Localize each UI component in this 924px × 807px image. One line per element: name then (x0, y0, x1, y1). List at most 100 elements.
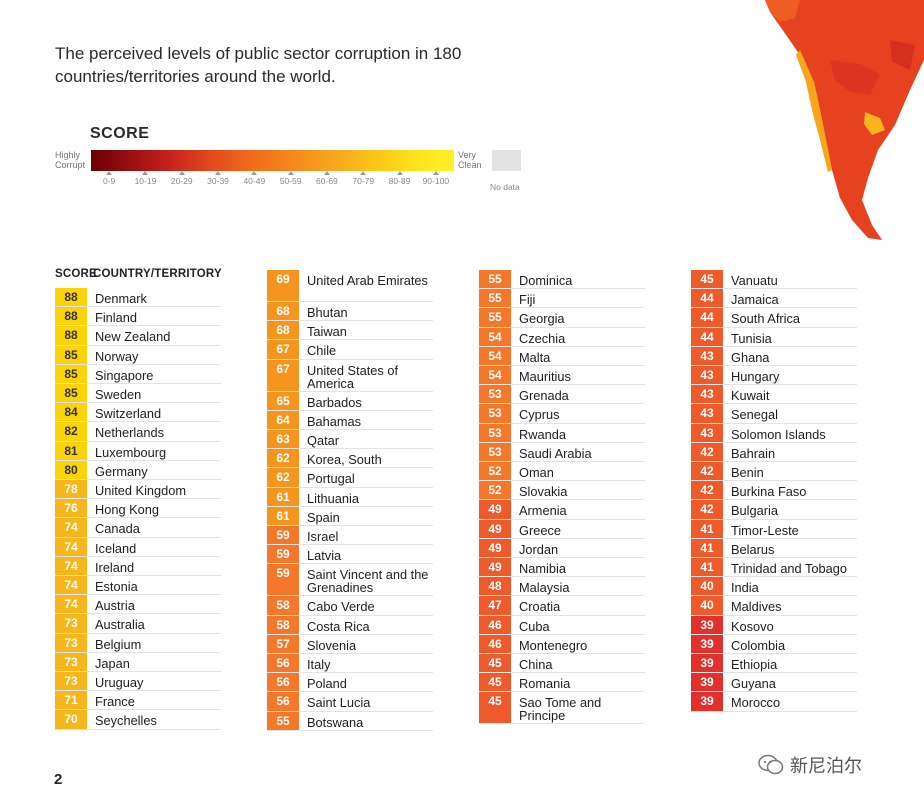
table-row: 46 Cuba (479, 615, 645, 635)
score-cell: 61 (267, 487, 299, 506)
score-cell: 40 (691, 577, 723, 596)
legend-no-data-label: No data (490, 182, 520, 192)
country-name: Solomon Islands (731, 426, 826, 442)
table-row: 44 South Africa (691, 308, 857, 328)
country-name: Spain (307, 509, 340, 525)
score-cell: 39 (691, 692, 723, 711)
score-cell: 52 (479, 481, 511, 500)
table-row: 74 Austria (55, 595, 221, 615)
score-cell: 73 (55, 614, 87, 633)
country-name: Australia (95, 617, 145, 633)
country-name: Barbados (307, 394, 362, 410)
country-name: Saint Lucia (307, 695, 371, 711)
table-row: 88 New Zealand (55, 326, 221, 346)
country-name: Poland (307, 676, 347, 692)
table-row: 43 Solomon Islands (691, 423, 857, 443)
country-name: Bhutan (307, 305, 348, 320)
table-row: 67 Chile (267, 340, 433, 360)
country-name: Fiji (519, 292, 536, 308)
table-row: 62 Korea, South (267, 449, 433, 469)
legend-ranges: 0-9 10-19 20-29 30-39 40-49 50-59 60-69 … (91, 171, 454, 192)
score-cell: 80 (55, 460, 87, 479)
table-row: 53 Grenada (479, 385, 645, 405)
score-cell: 88 (55, 288, 87, 307)
country-name: Saudi Arabia (519, 445, 592, 461)
score-cell: 62 (267, 449, 299, 468)
table-row: 42 Benin (691, 462, 857, 482)
score-cell: 44 (691, 289, 723, 308)
score-cell: 65 (267, 391, 299, 410)
table-row: 56 Saint Lucia (267, 692, 433, 712)
score-cell: 56 (267, 654, 299, 673)
table-row: 49 Namibia (479, 558, 645, 578)
score-cell: 45 (479, 654, 511, 673)
score-cell: 55 (479, 289, 511, 308)
score-cell: 42 (691, 442, 723, 461)
table-row: 43 Senegal (691, 404, 857, 424)
legend-range: 60-69 (309, 171, 345, 192)
country-name: Slovenia (307, 637, 357, 653)
score-cell: 43 (691, 346, 723, 365)
score-cell: 42 (691, 462, 723, 481)
country-name: Czechia (519, 330, 566, 346)
score-cell: 73 (55, 633, 87, 652)
table-row: 43 Ghana (691, 346, 857, 366)
table-row: 41 Trinidad and Tobago (691, 558, 857, 578)
page-number: 2 (54, 771, 63, 788)
score-cell: 46 (479, 615, 511, 634)
table-row: 42 Bulgaria (691, 500, 857, 520)
legend-range: 80-89 (381, 171, 417, 192)
country-name: Korea, South (307, 452, 382, 468)
score-cell: 59 (267, 526, 299, 545)
country-name: United Arab Emirates (307, 273, 428, 288)
score-cell: 82 (55, 422, 87, 441)
country-name: Tunisia (731, 330, 772, 346)
score-cell: 67 (267, 359, 299, 391)
legend-range: 90-100 (418, 171, 454, 192)
table-row: 73 Japan (55, 652, 221, 672)
country-name: Vanuatu (731, 273, 778, 288)
legend-range: 10-19 (127, 171, 163, 192)
score-cell: 74 (55, 518, 87, 537)
table-row: 58 Costa Rica (267, 615, 433, 635)
score-cell: 70 (55, 710, 87, 729)
score-cell: 39 (691, 634, 723, 653)
score-cell: 73 (55, 672, 87, 691)
country-name: Finland (95, 310, 137, 326)
map-south-america (765, 0, 924, 240)
country-name: Burkina Faso (731, 484, 807, 500)
table-row: 43 Hungary (691, 366, 857, 386)
score-cell: 41 (691, 519, 723, 538)
intro-text: The perceived levels of public sector co… (55, 44, 462, 86)
table-row: 48 Malaysia (479, 577, 645, 597)
table-row: 88 Denmark (55, 288, 221, 308)
header-score: SCORE (55, 268, 97, 280)
score-cell: 76 (55, 499, 87, 518)
score-cell: 78 (55, 480, 87, 499)
table-row: 49 Greece (479, 519, 645, 539)
score-cell: 47 (479, 596, 511, 615)
country-name: Cyprus (519, 407, 560, 423)
table-row: 49 Jordan (479, 538, 645, 558)
table-row: 59 Israel (267, 526, 433, 546)
country-name: South Africa (731, 311, 801, 327)
table-row: 44 Tunisia (691, 327, 857, 347)
country-name: China (519, 657, 553, 672)
country-name: Cabo Verde (307, 599, 375, 615)
country-name: Switzerland (95, 406, 162, 422)
score-cell: 45 (479, 673, 511, 692)
table-row: 74 Ireland (55, 556, 221, 576)
legend-range: 50-59 (272, 171, 308, 192)
country-name: Oman (519, 465, 554, 480)
table-row: 88 Finland (55, 307, 221, 327)
country-name: Timor-Leste (731, 522, 799, 538)
table-row: 39 Guyana (691, 673, 857, 693)
score-cell: 45 (479, 692, 511, 724)
table-row: 73 Australia (55, 614, 221, 634)
score-cell: 88 (55, 326, 87, 345)
table-row: 55 Fiji (479, 289, 645, 309)
country-name: Romania (519, 676, 571, 692)
score-cell: 39 (691, 673, 723, 692)
score-cell: 42 (691, 500, 723, 519)
country-name: Armenia (519, 503, 567, 519)
